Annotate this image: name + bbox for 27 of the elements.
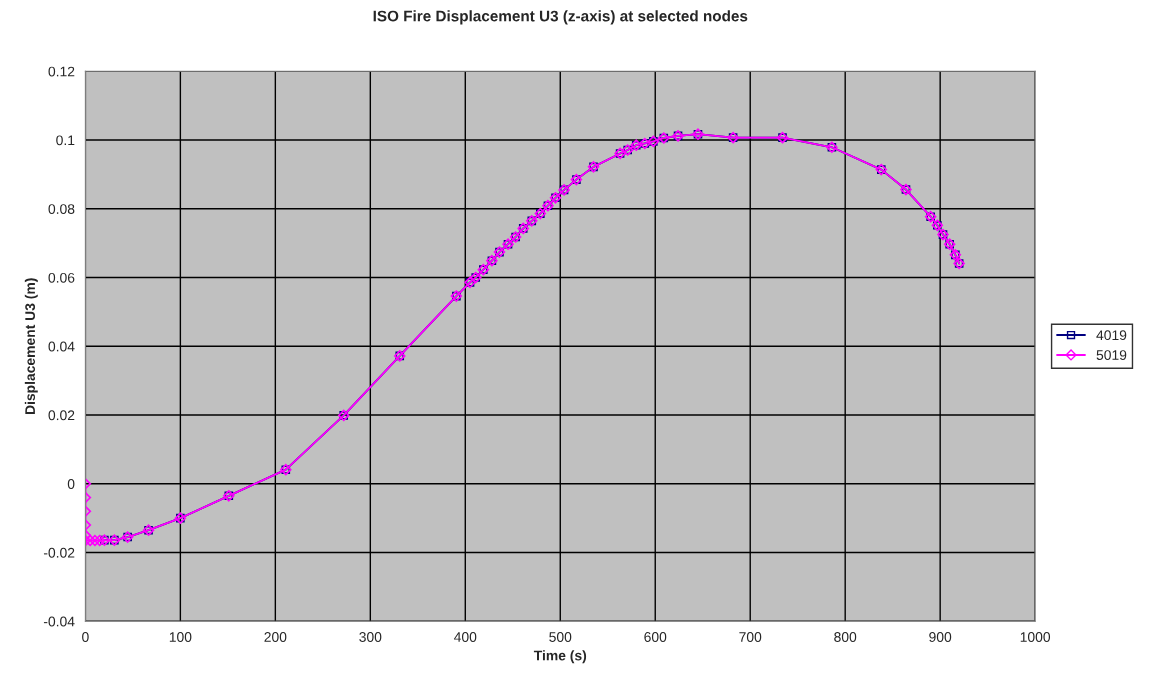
point [85,534,96,547]
legend-label: 4019 [1096,330,1127,341]
y-tick-label: -0.04 [43,616,75,627]
y-tick-label: 0.02 [48,410,75,421]
y-tick-label: 0.12 [48,66,75,77]
y-tick-label: 0.1 [56,135,75,146]
x-tick-label: 0 [82,632,89,642]
y-tick-label: 0 [67,479,75,489]
y-tick-label: 0.08 [48,204,75,214]
y-tick-label: -0.02 [43,547,75,558]
x-tick-label: 500 [549,632,572,642]
y-tick-label: 0.06 [48,272,75,283]
x-tick-label: 200 [264,632,287,642]
y-axis-title: Displacement U3 (m) [24,278,38,415]
y-tick-label: 0.04 [48,341,75,352]
legend-label: 5019 [1096,350,1127,360]
x-tick-label: 100 [169,632,192,642]
x-tick-label: 300 [359,632,382,642]
x-axis-title: Time (s) [533,650,587,664]
x-tick-label: 800 [834,632,857,642]
x-tick-label: 600 [644,632,667,642]
x-tick-label: 900 [929,632,952,642]
x-tick-label: 700 [739,632,762,642]
x-tick-label: 1000 [1020,632,1051,642]
chart-title: ISO Fire Displacement U3 (z-axis) at selected nodes [373,10,748,25]
x-tick-label: 400 [454,632,477,642]
point [89,534,101,547]
